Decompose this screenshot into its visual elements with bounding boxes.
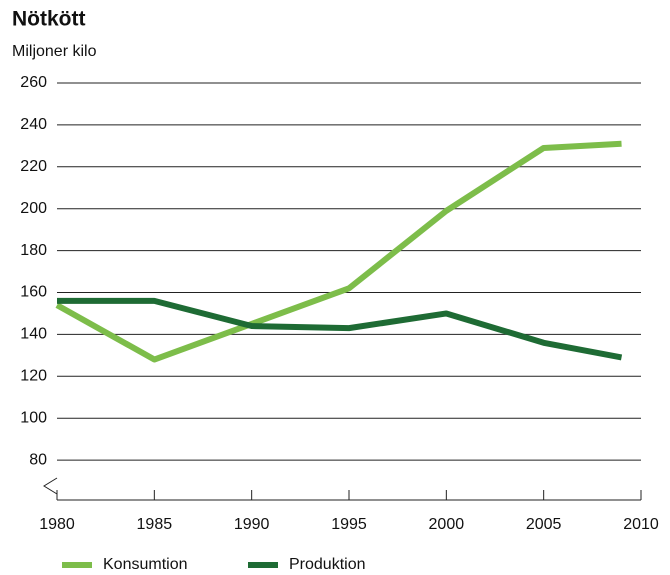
series-line (55, 140, 622, 363)
chart-title: Nötkött (12, 8, 85, 31)
legend-label: Konsumtion (103, 556, 188, 573)
x-tick-label: 2010 (623, 516, 659, 533)
axis-break (43, 477, 58, 495)
chart-subtitle: Miljoner kilo (12, 43, 97, 60)
series-line (57, 297, 623, 361)
y-tick-label: 240 (20, 116, 47, 133)
legend-label: Produktion (289, 556, 366, 573)
y-tick-label: 120 (20, 368, 47, 385)
x-tick-label: 1990 (234, 516, 270, 533)
y-tick-label: 160 (20, 284, 47, 301)
x-tick-label: 1995 (331, 516, 367, 533)
x-tick-label: 1985 (137, 516, 173, 533)
y-tick-label: 200 (20, 200, 47, 217)
y-tick-label: 220 (20, 158, 47, 175)
y-tick-label: 100 (20, 409, 47, 426)
y-tick-label: 180 (20, 242, 47, 259)
x-tick-label: 2005 (526, 516, 562, 533)
x-tick-label: 2000 (429, 516, 465, 533)
y-tick-label: 80 (29, 451, 47, 468)
y-tick-label: 140 (20, 326, 47, 343)
y-tick-label: 260 (20, 74, 47, 91)
x-tick-label: 1980 (39, 516, 75, 533)
